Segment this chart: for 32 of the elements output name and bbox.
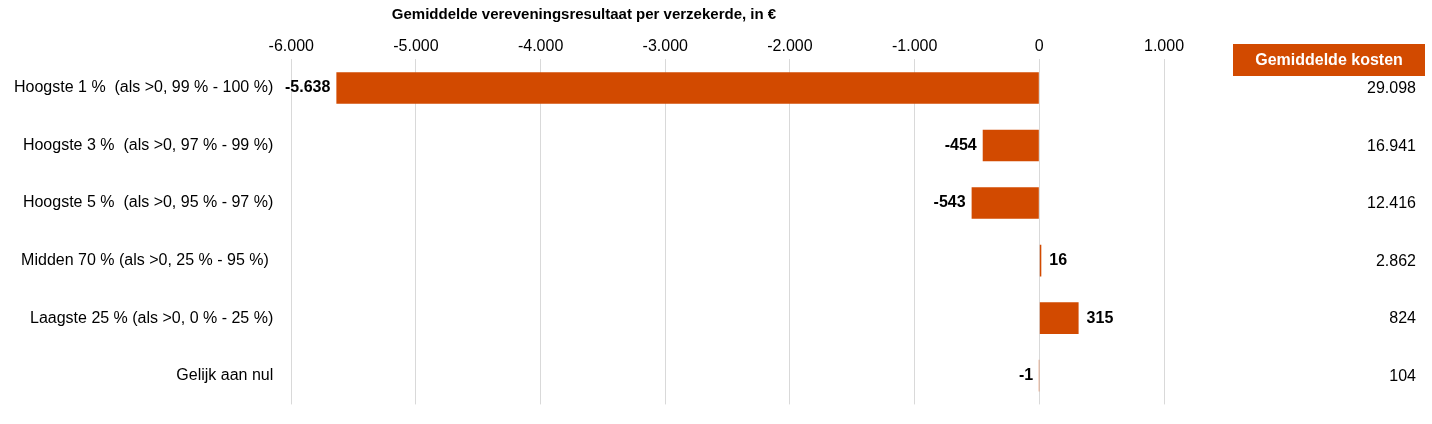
bar [336,72,1039,104]
y-tick-label: Gelijk aan nul [176,366,274,384]
y-tick-label: Hoogste 1 % (als >0, 99 % - 100 %) [13,78,274,96]
data-label: 16 [1049,250,1068,268]
y-tick-label: Laagste 25 % (als >0, 0 % - 25 %) [29,308,274,326]
data-label: 824 [1389,309,1416,328]
x-tick-label: -5.000 [393,37,439,55]
chart-title: Gemiddelde vereveningsresultaat per verzekerde, in € [391,5,777,23]
y-tick-label: Hoogste 5 % (als >0, 95 % - 97 %) [22,193,274,211]
text: Gemiddelde kosten [1233,44,1425,76]
y-tick-label: Midden 70 % (als >0, 25 % - 95 %) [21,250,274,268]
data-label: 12.416 [1367,194,1416,213]
bar [982,129,1039,162]
x-tick-label: 0 [1034,37,1044,55]
x-tick-label: -2.000 [767,37,813,55]
data-label: -454 [944,135,977,153]
x-tick-label: -6.000 [268,37,315,55]
data-label: -1 [1018,366,1034,384]
data-label: 2.862 [1375,251,1416,270]
bar [1039,302,1079,334]
x-tick-label: -4.000 [517,37,564,55]
data-label: -543 [933,193,966,211]
x-tick-label: 1.000 [1143,37,1185,55]
data-label: 16.941 [1367,136,1416,155]
data-label: 29.098 [1367,78,1416,97]
data-label: 315 [1086,308,1114,326]
x-tick-label: -1.000 [891,37,938,55]
data-label: -5.638 [285,78,331,96]
bar [971,187,1039,219]
data-label: 104 [1389,366,1416,385]
y-tick-label: Hoogste 3 % (als >0, 97 % - 99 %) [22,135,274,153]
x-tick-label: -3.000 [642,37,689,55]
